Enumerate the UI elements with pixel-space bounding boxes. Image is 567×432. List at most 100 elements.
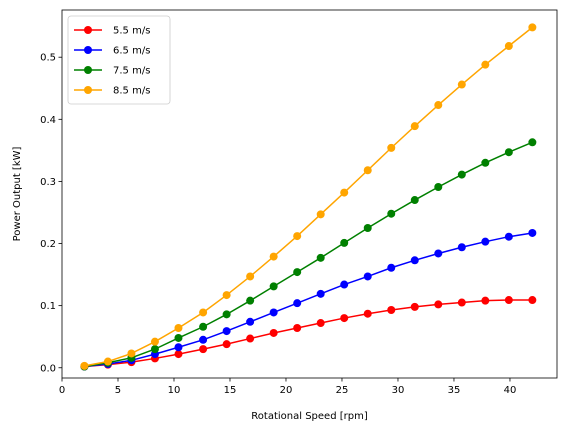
legend-box — [67, 15, 171, 105]
series-2 — [80, 138, 537, 371]
legend-label: 7.5 m/s — [113, 66, 150, 77]
data-point — [246, 272, 255, 281]
series-layer — [80, 23, 537, 371]
data-point — [293, 299, 302, 308]
data-point — [387, 143, 396, 152]
data-point — [174, 324, 183, 333]
y-tick-label: 0.5 — [40, 53, 56, 64]
x-tick-label: 35 — [448, 385, 461, 396]
x-tick-label: 15 — [224, 385, 237, 396]
data-point — [457, 298, 466, 307]
data-point — [199, 335, 208, 344]
x-axis-ticks: 0 5 10 15 20 25 30 35 40 — [59, 378, 517, 396]
data-point — [269, 308, 278, 317]
data-point — [410, 122, 419, 131]
data-point — [269, 328, 278, 337]
data-point — [410, 196, 419, 205]
data-point — [150, 337, 159, 346]
series-line — [84, 141, 533, 368]
data-point — [387, 305, 396, 314]
data-point — [481, 296, 490, 305]
data-point — [150, 345, 159, 354]
data-point — [434, 249, 443, 258]
data-point — [410, 256, 419, 265]
series-line — [84, 232, 533, 368]
data-point — [340, 314, 349, 323]
data-point — [199, 308, 208, 317]
y-tick-label: 0.2 — [40, 239, 56, 250]
data-point — [316, 253, 325, 262]
x-tick-label: 10 — [168, 385, 181, 396]
data-point — [293, 232, 302, 241]
x-tick-label: 40 — [504, 385, 517, 396]
legend-marker — [84, 46, 92, 54]
legend-marker — [84, 66, 92, 74]
data-point — [363, 224, 372, 233]
data-point — [222, 327, 231, 336]
series-1 — [80, 228, 537, 371]
data-point — [457, 80, 466, 89]
data-point — [434, 183, 443, 192]
data-point — [316, 289, 325, 298]
data-point — [222, 291, 231, 300]
data-point — [246, 296, 255, 305]
series-line — [84, 26, 533, 367]
x-tick-label: 30 — [392, 385, 405, 396]
legend-marker — [84, 26, 92, 34]
y-axis-ticks: 0.0 0.1 0.2 0.3 0.4 0.5 — [40, 53, 62, 374]
data-point — [269, 282, 278, 291]
data-point — [387, 209, 396, 218]
data-point — [199, 322, 208, 331]
series-0 — [80, 296, 537, 371]
data-point — [174, 350, 183, 359]
data-point — [528, 296, 537, 305]
data-point — [457, 170, 466, 179]
data-point — [269, 252, 278, 261]
data-point — [127, 349, 136, 358]
data-point — [363, 272, 372, 281]
legend-label: 5.5 m/s — [113, 26, 150, 37]
data-point — [481, 158, 490, 167]
y-tick-label: 0.4 — [40, 115, 56, 126]
data-point — [316, 319, 325, 328]
legend-entry: 8.5 m/s — [74, 86, 150, 97]
data-point — [293, 324, 302, 333]
legend-entry: 6.5 m/s — [74, 46, 150, 57]
x-tick-label: 5 — [115, 385, 121, 396]
legend-label: 6.5 m/s — [113, 46, 150, 57]
series-3 — [80, 23, 537, 370]
axes-frame — [61, 9, 558, 379]
data-point — [222, 310, 231, 319]
data-point — [434, 300, 443, 309]
legend: 5.5 m/s 6.5 m/s 7.5 m/s 8.5 m/s — [67, 15, 171, 105]
data-point — [504, 296, 513, 305]
data-point — [340, 280, 349, 289]
data-point — [504, 42, 513, 51]
data-point — [293, 268, 302, 277]
y-tick-label: 0.0 — [40, 363, 56, 374]
data-point — [528, 228, 537, 237]
legend-label: 8.5 m/s — [113, 86, 150, 97]
data-point — [103, 357, 112, 366]
x-tick-label: 0 — [59, 385, 65, 396]
data-point — [457, 243, 466, 252]
x-tick-label: 20 — [280, 385, 293, 396]
data-point — [246, 317, 255, 326]
data-point — [363, 309, 372, 318]
data-point — [363, 166, 372, 175]
data-point — [504, 148, 513, 157]
data-point — [387, 263, 396, 272]
data-point — [504, 232, 513, 241]
legend-entry: 7.5 m/s — [74, 66, 150, 77]
data-point — [481, 237, 490, 246]
data-point — [528, 23, 537, 32]
data-point — [174, 333, 183, 342]
data-point — [316, 210, 325, 219]
data-point — [528, 138, 537, 147]
y-tick-label: 0.1 — [40, 301, 56, 312]
data-point — [80, 361, 89, 370]
y-axis-label: Power Output [kW] — [12, 146, 23, 241]
data-point — [410, 302, 419, 311]
data-point — [199, 345, 208, 354]
